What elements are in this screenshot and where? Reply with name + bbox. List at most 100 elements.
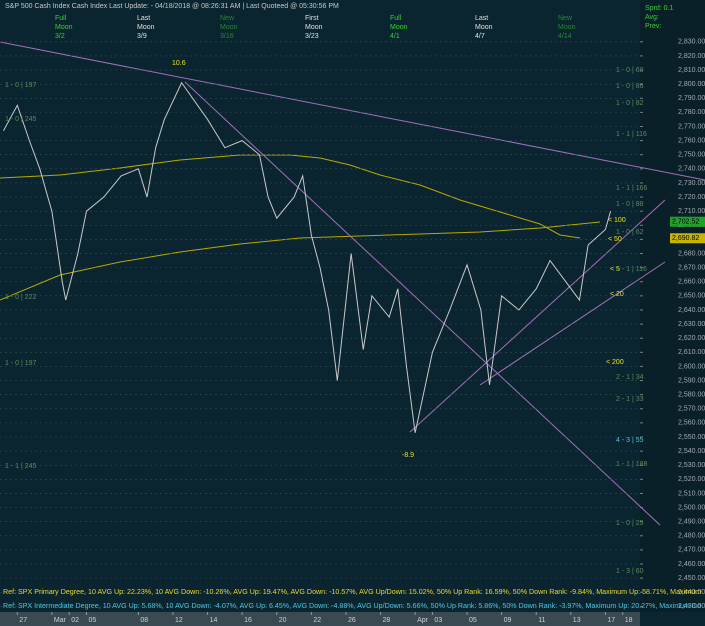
x-tick-label: 17	[607, 617, 615, 624]
gann-label: 1 - 0 | 222	[5, 294, 37, 301]
y-tick-label: 2,560.00	[678, 420, 705, 427]
moon-date: 4/1	[390, 33, 400, 40]
moon-date: 3/16	[220, 33, 234, 40]
moon-date: 3/23	[305, 33, 319, 40]
y-tick-label: 2,650.00	[678, 293, 705, 300]
x-tick-label: 11	[538, 617, 545, 624]
moon-date: 3/9	[137, 33, 147, 40]
gann-label: 2 - 1 | 34	[616, 374, 644, 381]
price-box	[670, 216, 705, 227]
moon-word: Moon	[220, 24, 238, 31]
gann-label: 1 - 0 | 197	[5, 82, 37, 89]
gann-label: 1 - 0 | 88	[616, 201, 644, 208]
trend-line	[479, 261, 666, 386]
y-tick-label: 2,770.00	[678, 123, 705, 130]
y-tick-label: 2,620.00	[678, 335, 705, 342]
annotation: < 200	[606, 359, 624, 366]
y-tick-label: 2,720.00	[678, 194, 705, 201]
x-tick-label: 05	[469, 617, 477, 624]
moving-average	[0, 154, 581, 239]
x-tick-label: 09	[504, 617, 512, 624]
moon-phase: New	[220, 15, 235, 22]
gann-label: 1 - 0 | 245	[5, 116, 37, 123]
y-tick-label: 2,590.00	[678, 377, 705, 384]
gann-label: 1 - 1 | 245	[5, 463, 37, 470]
axis-panel	[640, 0, 705, 612]
y-tick-label: 2,470.00	[678, 547, 705, 554]
price-box	[670, 233, 705, 244]
y-tick-label: 2,660.00	[678, 279, 705, 286]
gann-label: 1 - 0 | 62	[616, 229, 644, 236]
y-tick-label: 2,760.00	[678, 137, 705, 144]
annotation: < 20	[610, 291, 624, 298]
moon-phase: First	[305, 15, 319, 22]
gann-label: 4 - 3 | 55	[616, 437, 644, 444]
annotation: -8.9	[402, 452, 414, 459]
y-tick-label: 2,740.00	[678, 166, 705, 173]
moon-date: 4/14	[558, 33, 572, 40]
price-label: 2,702.52	[672, 219, 699, 226]
x-tick-label: 14	[210, 617, 218, 624]
gann-label: 1 - 0 | 197	[5, 360, 37, 367]
moon-phase: New	[558, 15, 573, 22]
y-tick-label: 2,460.00	[678, 561, 705, 568]
y-tick-label: 2,500.00	[678, 504, 705, 511]
annotation: < 5	[610, 266, 620, 273]
gann-label: 1 - 0 | 86	[616, 83, 644, 90]
gann-label: 1 - 1 | 116	[616, 131, 647, 138]
gann-label: 1 - 1 | 188	[616, 461, 648, 468]
x-tick-label: Mar	[54, 617, 67, 624]
x-tick-label: Apr	[417, 617, 429, 624]
y-tick-label: 2,550.00	[678, 434, 705, 441]
moon-date: 4/7	[475, 33, 485, 40]
x-tick-label: 20	[279, 617, 287, 624]
y-tick-label: 2,510.00	[678, 490, 705, 497]
x-tick-label: 02	[71, 617, 79, 624]
moon-word: Moon	[55, 24, 73, 31]
x-tick-label: 13	[573, 617, 581, 624]
y-tick-label: 2,730.00	[678, 180, 705, 187]
y-tick-label: 2,750.00	[678, 152, 705, 159]
info-label: Avg:	[645, 14, 659, 21]
x-tick-label: 12	[175, 617, 183, 624]
gann-label: 1 - 3 | 60	[616, 568, 644, 575]
y-tick-label: 2,790.00	[678, 95, 705, 102]
moon-phase: Last	[475, 15, 488, 22]
x-tick-label: 28	[383, 617, 391, 624]
moon-word: Moon	[558, 24, 576, 31]
moon-word: Moon	[390, 24, 408, 31]
footer-text: Ref: SPX Intermediate Degree, 10 AVG Up:…	[3, 603, 701, 610]
y-tick-label: 2,430.00	[678, 603, 705, 610]
x-tick-label: 18	[625, 617, 633, 624]
x-tick-label: 03	[434, 617, 442, 624]
y-tick-label: 2,780.00	[678, 109, 705, 116]
gann-label: 1 - 0 | 60	[616, 67, 644, 74]
y-tick-label: 2,680.00	[678, 250, 705, 257]
y-tick-label: 2,600.00	[678, 363, 705, 370]
footer-text: Ref: SPX Primary Degree, 10 AVG Up: 22.2…	[3, 589, 701, 596]
moon-word: Moon	[137, 24, 155, 31]
y-tick-label: 2,640.00	[678, 307, 705, 314]
chart-title: S&P 500 Cash Index Cash Index Last Updat…	[5, 3, 339, 10]
y-tick-label: 2,820.00	[678, 53, 705, 60]
moving-average	[0, 221, 601, 301]
gann-label: 1 - 1 | 166	[616, 185, 648, 192]
moon-word: Moon	[305, 24, 323, 31]
annotation: 10.6	[172, 60, 186, 67]
y-tick-label: 2,480.00	[678, 533, 705, 540]
y-tick-label: 2,610.00	[678, 349, 705, 356]
trend-line	[0, 41, 705, 181]
x-tick-label: 27	[19, 617, 27, 624]
annotation: < 50	[608, 236, 622, 243]
moon-date: 3/2	[55, 33, 65, 40]
y-tick-label: 2,490.00	[678, 519, 705, 526]
info-label: Prev:	[645, 23, 661, 30]
x-tick-label: 08	[140, 617, 148, 624]
gann-label: 1 - 1 | 116	[616, 266, 647, 273]
x-tick-label: 22	[313, 617, 321, 624]
x-tick-label: 05	[88, 617, 96, 624]
moon-phase: Last	[137, 15, 150, 22]
info-label: Sprd: 0.1	[645, 5, 674, 12]
